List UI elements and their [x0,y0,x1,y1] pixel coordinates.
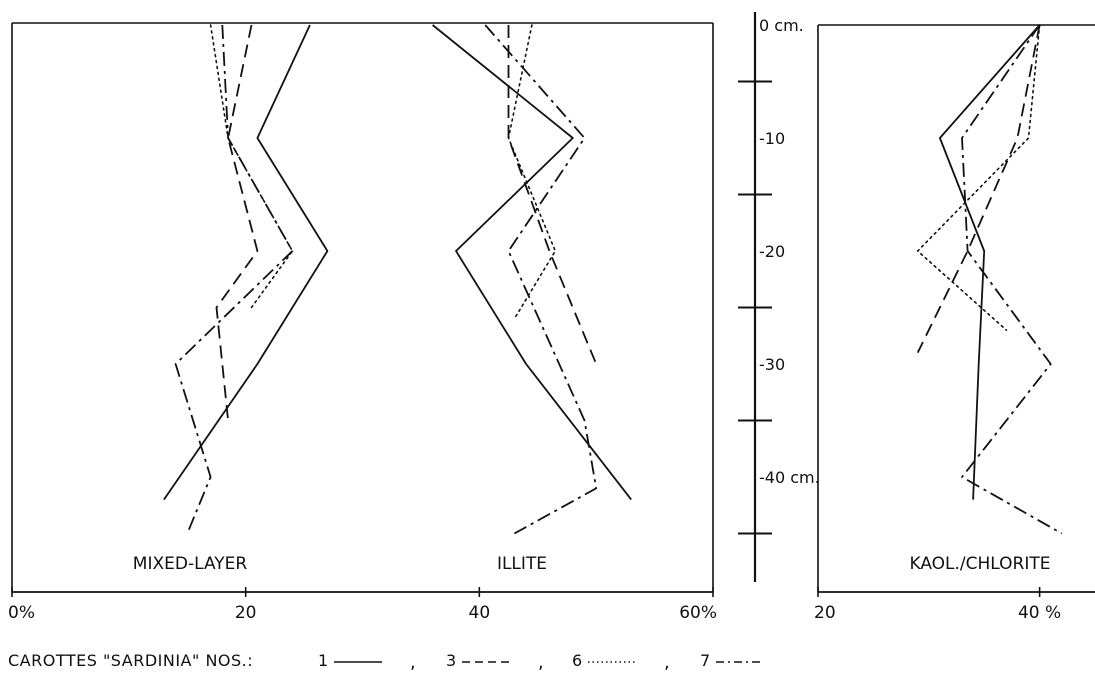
legend-separator: , [410,652,416,673]
panel-label: ILLITE [497,554,547,574]
depth-axis: 0 cm. -10 -20 -30 -40 cm. [738,12,820,582]
series-line-dashed [916,24,1041,354]
legend-prefix: CAROTTES "SARDINIA" NOS.: [8,651,253,670]
depth-label: -40 cm. [759,468,820,487]
depth-label: -30 [759,355,785,374]
series-line-solid [163,24,329,501]
series-line-dashed [507,25,598,365]
right-panel: 20 40 % KAOL./CHLORITE [814,24,1095,623]
series-line-dotted [209,24,294,309]
panel-label: MIXED-LAYER [133,554,248,574]
x-tick-label: 0% [8,603,35,623]
x-tick-label: 40 [469,603,491,623]
panel-label: KAOL./CHLORITE [909,554,1050,574]
legend-number: 3 [446,651,456,670]
x-tick-label: 60% [679,603,717,623]
legend-separator: , [538,652,544,673]
series-line-dotted [916,24,1041,331]
series-line-dashed [215,24,259,421]
legend-number: 7 [700,651,710,670]
left-panel: 0% 20 40 60% MIXED-LAYER ILLITE [8,22,717,623]
x-tick-label: 20 [814,603,836,623]
series-line-dashdot [174,24,294,534]
legend: CAROTTES "SARDINIA" NOS.: 1, 3, 6, 7 [8,651,764,673]
legend-number: 1 [318,651,328,670]
x-tick-label: 40 % [1018,603,1061,623]
series-line-dashdot [484,24,598,535]
legend-separator: , [664,652,670,673]
series-line-dotted [507,24,557,320]
depth-label: 0 cm. [759,16,804,35]
legend-number: 6 [572,651,582,670]
series-line-dashdot [961,24,1063,535]
depth-label: -10 [759,129,785,148]
series-line-solid [939,24,1041,500]
x-tick-label: 20 [235,603,257,623]
depth-label: -20 [759,242,785,261]
series-line-solid [432,24,632,501]
